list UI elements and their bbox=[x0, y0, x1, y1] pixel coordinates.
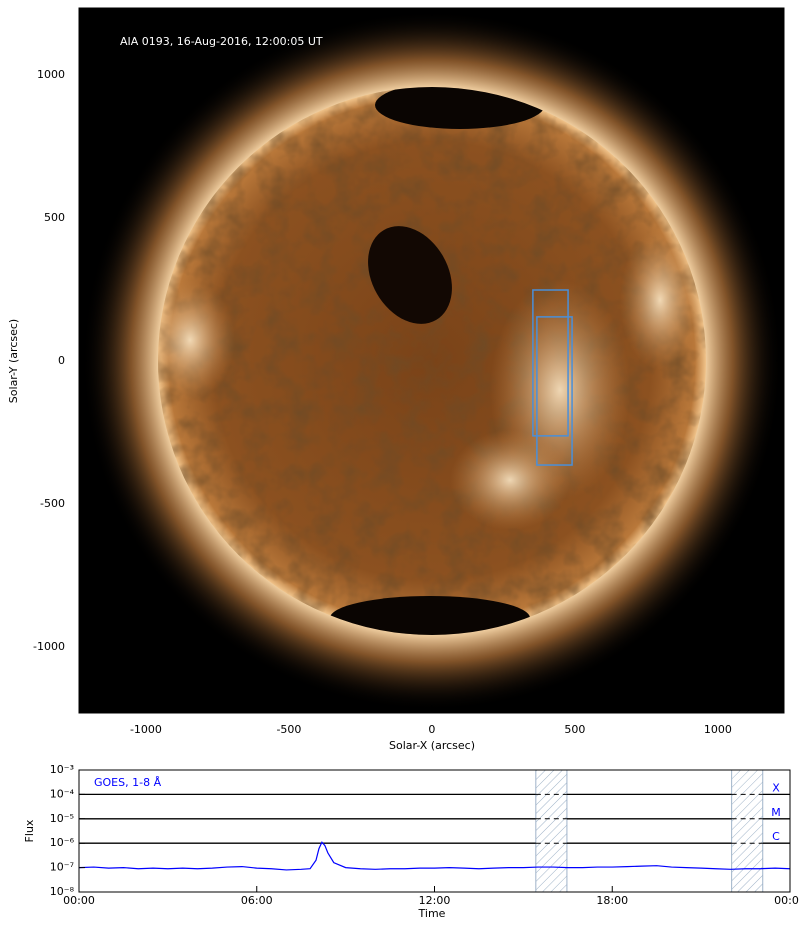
x-tick-label: 1000 bbox=[704, 723, 732, 736]
coronal-hole bbox=[330, 596, 530, 635]
y-tick-label: 10⁻⁷ bbox=[50, 861, 74, 874]
active-region bbox=[158, 280, 235, 400]
x-tick-label: -500 bbox=[276, 723, 301, 736]
x-tick-label: 00:00 bbox=[63, 894, 95, 907]
y-tick-label: 10⁻⁸ bbox=[50, 885, 75, 898]
x-tick-label: 00:00 bbox=[774, 894, 799, 907]
shaded-interval bbox=[731, 769, 764, 893]
solar-image bbox=[79, 8, 784, 713]
region-box bbox=[536, 316, 573, 466]
shaded-interval bbox=[535, 769, 568, 893]
y-tick-label: -1000 bbox=[33, 640, 65, 653]
active-region bbox=[620, 230, 700, 370]
x-tick-label: 18:00 bbox=[596, 894, 628, 907]
region-box bbox=[532, 289, 569, 437]
plot-background bbox=[79, 770, 790, 892]
x-axis-label: Solar-X (arcsec) bbox=[389, 739, 475, 752]
class-label: C bbox=[772, 830, 780, 843]
x-tick-label: 0 bbox=[428, 723, 435, 736]
x-tick-label: 500 bbox=[564, 723, 585, 736]
y-tick-label: -500 bbox=[40, 497, 65, 510]
y-tick-label: 10⁻⁴ bbox=[50, 787, 75, 800]
y-tick-label: 0 bbox=[58, 354, 65, 367]
y-tick-label: 10⁻⁵ bbox=[50, 812, 74, 825]
y-tick-label: 1000 bbox=[37, 68, 65, 81]
active-region bbox=[450, 430, 570, 530]
y-tick-label: 500 bbox=[44, 211, 65, 224]
coronal-hole bbox=[368, 226, 452, 324]
x-tick-label: 06:00 bbox=[241, 894, 273, 907]
x-tick-label: 12:00 bbox=[419, 894, 451, 907]
flux-line bbox=[78, 841, 791, 871]
x-tick-label: -1000 bbox=[130, 723, 162, 736]
y-tick-label: 10⁻³ bbox=[50, 763, 74, 776]
legend-label: GOES, 1-8 Å bbox=[94, 776, 162, 789]
y-tick-label: 10⁻⁶ bbox=[50, 836, 75, 849]
class-label: X bbox=[772, 781, 780, 794]
y-axis-label: Solar-Y (arcsec) bbox=[7, 319, 20, 403]
y-axis-label: Flux bbox=[23, 819, 36, 842]
class-label: M bbox=[771, 806, 781, 819]
x-axis-label: Time bbox=[418, 907, 446, 920]
image-annotation: AIA 0193, 16-Aug-2016, 12:00:05 UT bbox=[120, 35, 323, 48]
